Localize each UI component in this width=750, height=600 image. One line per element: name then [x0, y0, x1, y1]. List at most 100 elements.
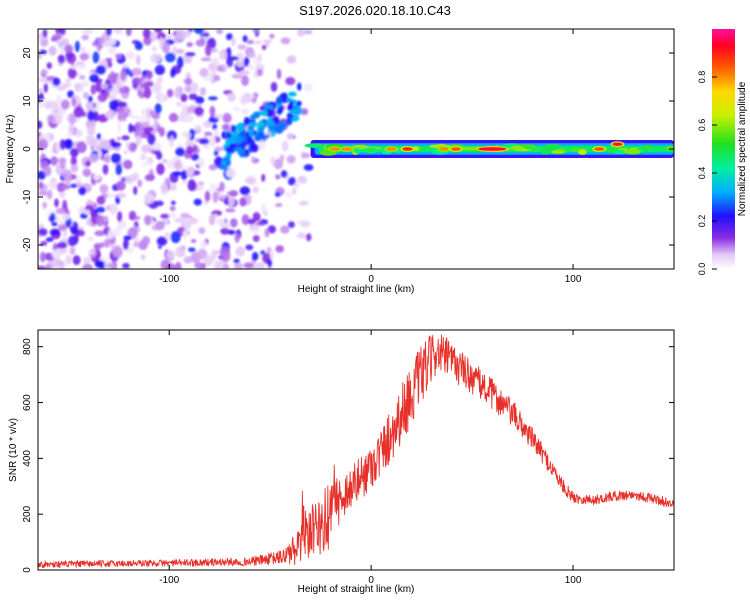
spectrogram-noise-patch: [58, 260, 65, 269]
spectrogram-noise-patch: [158, 37, 164, 47]
spectrogram-noise-patch: [208, 182, 218, 193]
snr-y-tick-label: 800: [22, 338, 33, 355]
snr-y-tick-label: 600: [22, 394, 33, 411]
spectrogram-noise-patch: [194, 124, 202, 134]
spectrogram-noise-patch: [97, 93, 108, 103]
spectrogram-noise-patch: [222, 64, 229, 70]
spectrogram-noise-patch: [78, 205, 86, 215]
spectrogram-noise-patch: [131, 77, 142, 85]
spectrogram-noise-patch: [214, 146, 224, 152]
spectrogram-noise-patch: [61, 184, 71, 190]
snr-y-tick-label: 0: [22, 567, 33, 573]
spectrogram-noise-patch: [252, 251, 259, 261]
spectrogram-noise-patch: [183, 256, 193, 264]
spectrogram-noise-patch: [251, 228, 260, 234]
spectrogram-noise-patch: [96, 42, 102, 53]
spectrogram-noise-patch: [199, 138, 210, 145]
spectrogram-noise-patch: [208, 117, 219, 123]
spectrogram-noise-patch: [58, 44, 67, 55]
spectrogram-noise-patch: [291, 188, 297, 195]
spectrogram-noise-patch: [198, 227, 206, 235]
spectrogram-noise-patch: [71, 96, 77, 107]
spectrogram-noise-patch: [208, 135, 216, 147]
spectrogram-noise-patch: [200, 240, 208, 249]
spectrogram-x-tick-label: 0: [368, 274, 374, 285]
spectrogram-noise-patch: [166, 88, 174, 98]
spectrogram-noise-patch: [197, 157, 205, 167]
spectrogram-noise-patch: [226, 191, 238, 196]
spectrogram-noise-patch: [82, 92, 90, 99]
spectrogram-noise-patch: [226, 33, 233, 41]
spectrogram-x-axis: -100 0 100: [159, 29, 582, 285]
spectrogram-noise-patch: [187, 247, 196, 253]
spectrogram-noise-patch: [190, 82, 199, 93]
spectrogram-noise-patch: [62, 199, 68, 212]
snr-plot-area: [38, 334, 674, 569]
spectrogram-noise-patch: [169, 205, 176, 212]
spectrogram-noise-patch: [121, 135, 130, 141]
spectrogram-noise-patch: [182, 180, 188, 185]
spectrogram-noise-patch: [94, 260, 105, 268]
spectrogram-noise-patch: [48, 45, 57, 56]
spectrogram-noise-patch: [50, 156, 58, 166]
spectrogram-noise-patch: [214, 156, 224, 169]
spectrogram-noise-patch: [44, 100, 55, 109]
spectrogram-noise-patch: [69, 148, 79, 157]
spectrogram-noise-patch: [303, 29, 313, 35]
spectrogram-noise-patch: [156, 236, 168, 246]
spectrogram-noise-patch: [250, 94, 255, 99]
spectrogram-noise-patch: [251, 156, 256, 163]
spectrogram-noise-patch: [141, 236, 151, 246]
spectrogram-noise-patch: [137, 179, 142, 188]
spectrogram-hotspot: [341, 147, 352, 151]
spectrogram-noise-patch: [70, 155, 77, 167]
spectrogram-noise-patch: [70, 164, 79, 173]
spectrogram-noise-patch: [183, 114, 194, 123]
spectrogram-noise-patch: [194, 262, 203, 269]
spectrogram-noise-patch: [193, 29, 204, 34]
spectrogram-noise-patch: [225, 168, 237, 179]
spectrogram-chirp-patch: [267, 107, 272, 118]
snr-x-tick-label: 100: [565, 575, 582, 586]
spectrogram-noise-patch: [208, 214, 216, 226]
spectrogram-noise-patch: [42, 201, 48, 209]
spectrogram-noise-patch: [216, 218, 227, 225]
spectrogram-chirp-patch: [229, 135, 237, 143]
spectrogram-noise-patch: [115, 180, 126, 191]
spectrogram-noise-patch: [264, 227, 270, 238]
spectrogram-noise-patch: [195, 96, 205, 104]
spectrogram-noise-patch: [243, 56, 250, 67]
spectrogram-noise-patch: [51, 34, 62, 41]
spectrogram-chirp-patch: [264, 134, 270, 139]
spectrogram-noise-patch: [160, 213, 170, 219]
spectrogram-noise-patch: [143, 36, 152, 46]
spectrogram-noise-patch: [175, 147, 185, 157]
spectrogram-noise-patch: [154, 103, 162, 114]
spectrogram-noise-patch: [134, 41, 143, 51]
spectrogram-chirp-patch: [288, 91, 297, 97]
spectrogram-noise-patch: [159, 91, 166, 104]
spectrogram-band-patch: [623, 149, 642, 154]
spectrogram-noise-patch: [144, 193, 155, 204]
colorbar-label: Normalized spectral amplitude: [737, 81, 748, 216]
spectrogram-noise-patch: [261, 173, 266, 182]
spectrogram-noise-patch: [140, 254, 146, 260]
spectrogram-noise-patch: [140, 144, 152, 153]
spectrogram-noise-patch: [133, 186, 138, 195]
snr-y-label: SNR (10 * v/v): [8, 418, 19, 482]
colorbar-tick-label: 0.8: [697, 71, 707, 84]
spectrogram-noise-patch: [269, 33, 275, 39]
spectrogram-noise-patch: [96, 214, 105, 227]
spectrogram-chirp-patch: [230, 124, 236, 133]
spectrogram-noise-patch: [304, 152, 311, 159]
spectrogram-band-patch: [460, 146, 481, 151]
spectrogram-noise-patch: [273, 158, 283, 170]
spectrogram-noise-patch: [62, 169, 73, 180]
spectrogram-noise-patch: [276, 68, 282, 80]
spectrogram-noise-patch: [115, 53, 122, 59]
spectrogram-noise-patch: [54, 198, 59, 208]
spectrogram-noise-patch: [79, 52, 89, 61]
spectrogram-noise-patch: [46, 62, 52, 69]
spectrogram-noise-patch: [133, 241, 140, 248]
spectrogram-noise-patch: [288, 221, 295, 229]
